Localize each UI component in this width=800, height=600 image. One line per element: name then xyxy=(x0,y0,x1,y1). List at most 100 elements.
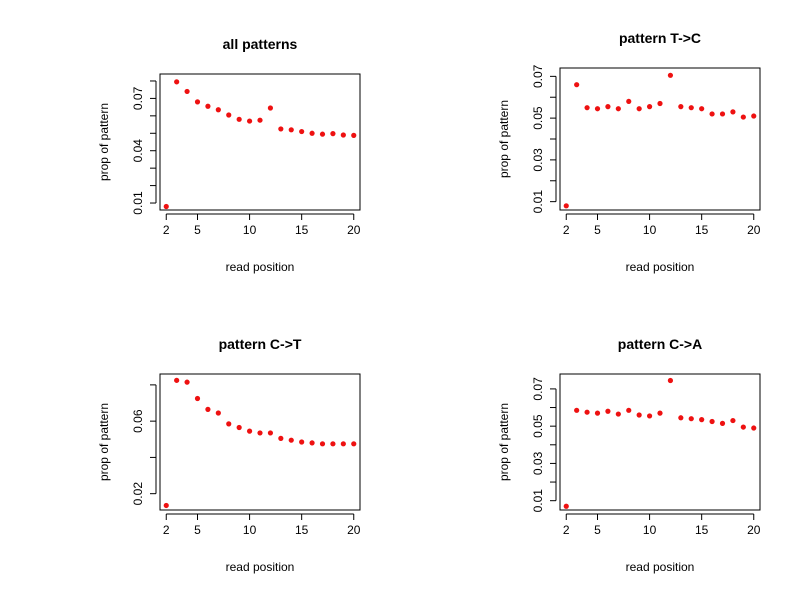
data-point xyxy=(194,395,201,402)
data-point xyxy=(688,105,694,111)
y-tick-label: 0.07 xyxy=(531,377,545,401)
x-tick-label: 10 xyxy=(243,223,257,237)
data-point xyxy=(730,417,736,424)
x-axis-title: read position xyxy=(226,260,295,274)
data-point xyxy=(267,105,274,111)
data-point xyxy=(299,128,305,135)
x-tick-label: 2 xyxy=(563,523,570,537)
data-point xyxy=(719,111,726,117)
data-point xyxy=(226,421,232,427)
data-point xyxy=(709,111,715,117)
data-point xyxy=(574,407,580,413)
data-point xyxy=(174,377,180,383)
data-point xyxy=(330,441,336,447)
data-point xyxy=(205,103,211,109)
data-point xyxy=(678,104,684,110)
data-point xyxy=(740,114,746,120)
data-point xyxy=(574,82,580,88)
y-tick-label: 0.03 xyxy=(531,451,545,475)
y-tick-label: 0.03 xyxy=(531,148,545,172)
data-point xyxy=(174,79,180,85)
y-axis-title: prop of pattern xyxy=(497,403,511,481)
y-tick-label: 0.05 xyxy=(531,106,545,130)
data-point xyxy=(215,410,221,416)
data-point xyxy=(257,430,263,436)
x-tick-label: 15 xyxy=(695,223,709,237)
x-tick-label: 5 xyxy=(594,223,601,237)
data-point xyxy=(646,413,653,419)
x-tick-label: 10 xyxy=(643,223,657,237)
x-tick-label: 10 xyxy=(643,523,657,537)
data-point xyxy=(340,441,346,447)
x-tick-label: 5 xyxy=(194,523,201,537)
plot-frame xyxy=(159,73,361,211)
x-tick-label: 20 xyxy=(747,523,761,537)
data-point xyxy=(615,411,621,417)
y-tick-label: 0.01 xyxy=(531,190,545,214)
data-point xyxy=(605,104,611,110)
data-point xyxy=(184,88,190,95)
y-tick-label: 0.06 xyxy=(131,409,145,433)
y-tick-label: 0.01 xyxy=(131,191,145,215)
x-tick-label: 15 xyxy=(695,523,709,537)
data-point xyxy=(340,132,346,138)
data-point xyxy=(740,424,746,430)
x-axis-title: read position xyxy=(626,260,695,274)
data-point xyxy=(319,441,326,447)
data-point xyxy=(351,132,357,138)
data-point xyxy=(657,100,663,107)
x-tick-label: 5 xyxy=(194,223,201,237)
data-point xyxy=(646,104,653,110)
data-point xyxy=(205,406,211,412)
data-point xyxy=(667,377,674,384)
data-point xyxy=(626,98,632,105)
plot-frame xyxy=(559,373,761,511)
x-tick-label: 15 xyxy=(295,223,309,237)
chart-panel-2: pattern T->C 2 5 10 15 20 0.01 0.03 0.05 0.07 read… xyxy=(497,30,761,274)
data-point xyxy=(605,408,611,414)
data-point xyxy=(584,105,590,111)
x-tick-label: 2 xyxy=(563,223,570,237)
chart-panel-1: all patterns 2 5 10 15 20 0.01 0.04 0.07 read pos… xyxy=(97,36,361,274)
y-tick-label: 0.07 xyxy=(131,86,145,110)
data-point xyxy=(351,441,357,447)
data-point xyxy=(719,420,726,426)
chart-title: all patterns xyxy=(223,36,298,52)
data-point xyxy=(246,428,253,434)
data-point xyxy=(594,410,601,416)
data-point xyxy=(246,118,253,124)
data-point xyxy=(267,430,274,436)
y-tick-label: 0.07 xyxy=(531,64,545,88)
data-point xyxy=(615,106,621,112)
data-point xyxy=(226,112,232,118)
data-point xyxy=(709,418,715,425)
data-point xyxy=(563,503,569,509)
chart-title: pattern T->C xyxy=(619,30,701,46)
data-point xyxy=(699,417,705,423)
data-point xyxy=(288,437,294,443)
data-point xyxy=(667,72,674,78)
data-point xyxy=(751,425,757,431)
x-axis-title: read position xyxy=(226,560,295,574)
x-tick-label: 20 xyxy=(347,223,361,237)
y-tick-label: 0.01 xyxy=(531,489,545,513)
x-tick-label: 5 xyxy=(594,523,601,537)
plot-frame xyxy=(159,373,361,511)
data-point xyxy=(657,410,663,416)
chart-panel-3: pattern C->T 2 5 10 15 20 0.02 0.06 read positio… xyxy=(97,336,361,574)
data-point xyxy=(699,106,705,112)
data-point xyxy=(278,435,284,441)
data-point xyxy=(626,407,632,413)
data-point xyxy=(257,117,263,123)
data-point xyxy=(236,116,242,122)
data-point xyxy=(163,502,169,509)
data-point xyxy=(299,439,305,445)
chart-title: pattern C->A xyxy=(618,336,702,352)
data-point xyxy=(636,412,642,418)
data-point xyxy=(330,131,336,137)
x-tick-label: 20 xyxy=(747,223,761,237)
x-tick-label: 15 xyxy=(295,523,309,537)
x-tick-label: 2 xyxy=(163,223,170,237)
data-point xyxy=(678,415,684,421)
